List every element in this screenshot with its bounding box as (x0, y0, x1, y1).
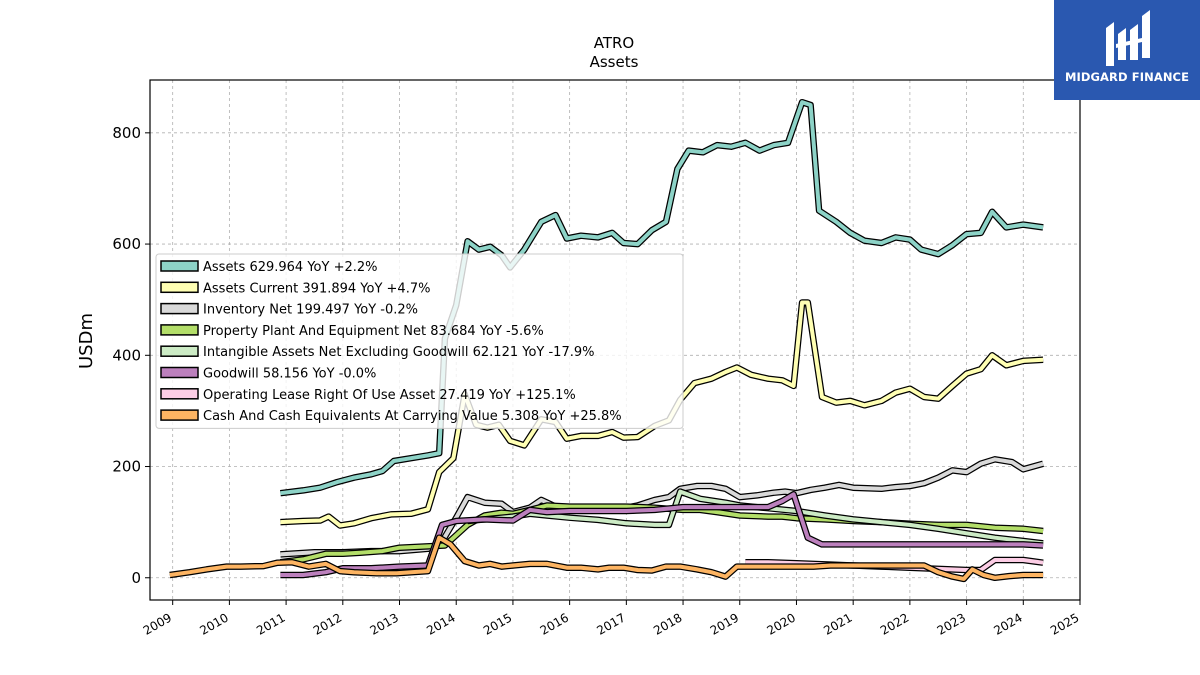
legend-swatch (160, 260, 199, 272)
x-tick-label: 2022 (878, 610, 911, 637)
x-tick-label: 2012 (311, 610, 344, 637)
legend-swatch (160, 366, 199, 379)
x-tick-label: 2021 (821, 610, 854, 637)
y-tick-label: 800 (112, 124, 141, 142)
legend-entry: Cash And Cash Equivalents At Carrying Va… (203, 409, 622, 424)
legend-swatch (160, 388, 199, 400)
grid-lines (150, 80, 1081, 600)
y-tick-label: 600 (112, 235, 141, 253)
series-line (280, 492, 1044, 577)
x-tick-label: 2019 (708, 610, 741, 637)
legend-swatch (160, 409, 199, 421)
x-tick-label: 2013 (368, 610, 401, 637)
legend-swatch (160, 324, 199, 336)
legend-entry: Assets Current 391.894 YoY +4.7% (203, 281, 430, 296)
legend-swatch (160, 345, 199, 357)
legend-entry: Intangible Assets Net Excluding Goodwill… (203, 345, 594, 360)
midgard-logo-icon (1106, 10, 1150, 66)
legend-swatch (160, 281, 199, 294)
legend-entry: Goodwill 58.156 YoY -0.0% (203, 367, 376, 382)
x-tick-label: 2020 (765, 610, 798, 637)
chart-subtitle: Assets (590, 53, 639, 71)
x-tick-label: 2009 (141, 610, 174, 637)
legend-entry: Assets 629.964 YoY +2.2% (203, 260, 378, 275)
brand-logo: MIDGARD FINANCE (1054, 0, 1200, 100)
x-axis: 2009 2010 2011 2012 2013 2014 2015 2016 2017 2018… (141, 600, 1082, 638)
legend-entry: Inventory Net 199.497 YoY -0.2% (203, 303, 418, 318)
x-tick-label: 2016 (538, 610, 571, 637)
x-tick-label: 2010 (197, 610, 230, 637)
x-tick-label: 2025 (1048, 610, 1081, 637)
x-tick-label: 2015 (481, 610, 514, 637)
x-tick-label: 2014 (424, 610, 457, 637)
legend: Assets 629.964 YoY +2.2% Assets Current 3… (155, 253, 684, 429)
y-axis-label: USDm (76, 313, 97, 369)
series-line (169, 535, 1044, 581)
series-outline (280, 491, 1044, 579)
y-tick-label: 200 (112, 458, 141, 476)
series-line (280, 457, 1044, 557)
legend-swatch (160, 302, 199, 315)
x-tick-label: 2018 (651, 610, 684, 637)
x-tick-label: 2024 (991, 610, 1024, 637)
plot-frame (149, 79, 1081, 601)
chart-title: ATRO (594, 34, 635, 52)
y-axis: 0 200 400 600 800 (112, 124, 150, 587)
legend-box (155, 253, 684, 429)
brand-name: MIDGARD FINANCE (1064, 70, 1190, 84)
series-line (280, 100, 1044, 496)
x-tick-label: 2017 (594, 610, 627, 637)
y-tick-label: 0 (131, 569, 141, 587)
x-tick-label: 2023 (935, 610, 968, 637)
y-tick-label: 400 (112, 346, 141, 364)
legend-entry: Operating Lease Right Of Use Asset 27.41… (203, 388, 576, 403)
legend-entry: Property Plant And Equipment Net 83.684 … (203, 324, 544, 339)
x-tick-label: 2011 (254, 610, 287, 637)
series-line (467, 489, 1044, 546)
